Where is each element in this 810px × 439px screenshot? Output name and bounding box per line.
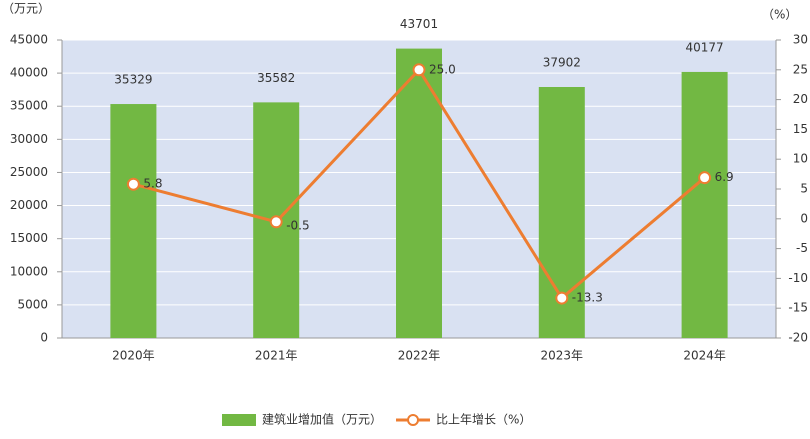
line-marker <box>412 63 426 77</box>
y-tick-label: 0 <box>40 331 48 345</box>
bar <box>396 48 442 339</box>
y2-tick-label: 30 <box>793 33 808 47</box>
legend-label: 比上年增长（%） <box>436 413 531 427</box>
legend-swatch <box>222 414 256 426</box>
y2-axis-unit: （%） <box>762 8 797 22</box>
y-tick-label: 30000 <box>10 132 48 146</box>
bar-value-label: 35582 <box>257 71 295 85</box>
bar <box>681 71 728 339</box>
y-tick-label: 20000 <box>10 198 48 212</box>
line-value-label: 6.9 <box>715 170 734 184</box>
y2-tick-label: 10 <box>793 152 808 166</box>
line-value-label: -0.5 <box>286 218 309 232</box>
line-value-label: 5.8 <box>143 177 162 191</box>
bar-value-label: 35329 <box>114 73 152 87</box>
y-tick-label: 5000 <box>17 297 48 311</box>
line-value-label: -13.3 <box>572 291 603 305</box>
y-tick-label: 25000 <box>10 165 48 179</box>
x-tick-label: 2023年 <box>541 349 584 363</box>
line-marker <box>269 215 283 229</box>
y-axis-unit: （万元） <box>2 2 50 16</box>
y2-tick-label: -10 <box>788 271 808 285</box>
y2-tick-label: -15 <box>788 301 808 315</box>
x-tick-label: 2020年 <box>112 349 155 363</box>
line-marker <box>555 291 569 305</box>
y-tick-label: 10000 <box>10 264 48 278</box>
legend-label: 建筑业增加值（万元） <box>262 412 382 427</box>
x-tick-label: 2022年 <box>398 349 441 363</box>
y-tick-label: 15000 <box>10 231 48 245</box>
line-marker <box>698 171 712 185</box>
line-marker <box>126 177 140 191</box>
y-tick-label: 35000 <box>10 99 48 113</box>
bar-value-label: 37902 <box>543 56 581 70</box>
bar <box>110 104 157 338</box>
bar-value-label: 43701 <box>400 17 438 31</box>
y-tick-label: 45000 <box>10 33 48 47</box>
line-value-label: 25.0 <box>429 62 456 76</box>
y2-tick-label: 25 <box>793 62 808 76</box>
x-tick-label: 2024年 <box>683 349 726 363</box>
y2-tick-label: 20 <box>793 92 808 106</box>
y-tick-label: 40000 <box>10 66 48 80</box>
legend-swatch-marker <box>407 414 420 426</box>
bar-value-label: 40177 <box>686 40 724 54</box>
y2-tick-label: 5 <box>800 182 808 196</box>
y2-tick-label: 15 <box>793 122 808 136</box>
x-tick-label: 2021年 <box>255 349 298 363</box>
y2-tick-label: 0 <box>800 211 808 225</box>
y2-tick-label: -20 <box>788 331 808 345</box>
y2-tick-label: -5 <box>796 241 808 255</box>
